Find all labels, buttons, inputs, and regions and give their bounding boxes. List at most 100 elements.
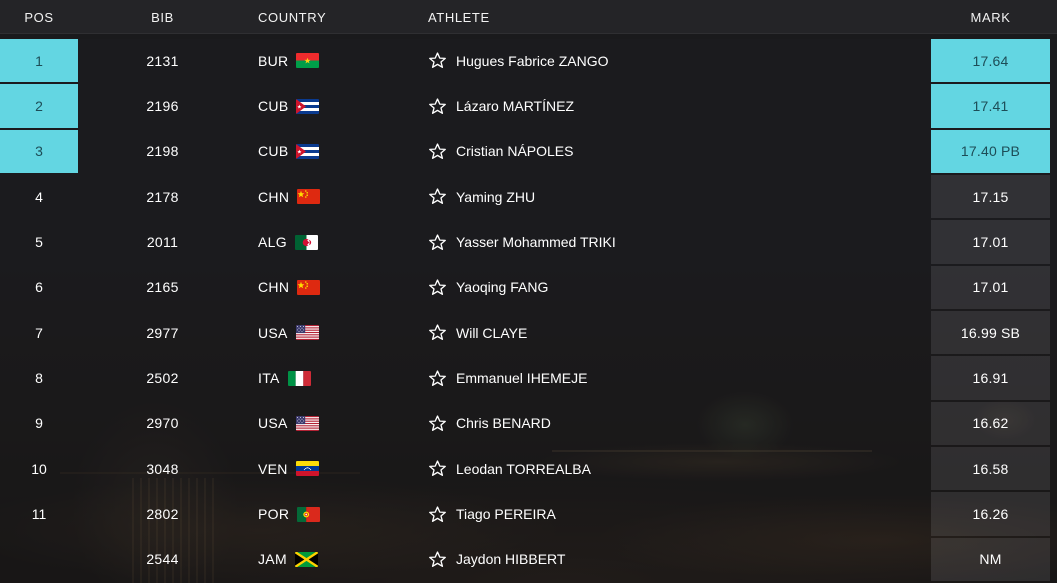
- header-country: COUNTRY: [258, 9, 327, 25]
- mark-cell: 16.99 SB: [931, 311, 1050, 355]
- star-outline-icon[interactable]: [428, 142, 447, 161]
- table-row[interactable]: 8 2502 ITA Emmanuel IHEMEJE 16.91: [0, 356, 1057, 402]
- athlete-cell: Leodan TORREALBA: [428, 447, 591, 490]
- bib-value: 2131: [146, 52, 179, 69]
- athlete-name[interactable]: Hugues Fabrice ZANGO: [456, 52, 609, 69]
- header-bib: BIB: [151, 9, 174, 25]
- pos-cell: 1: [0, 39, 78, 83]
- country-cell: BUR: [258, 39, 320, 82]
- table-row[interactable]: 7 2977 USA Will CLAYE 16.99 SB: [0, 311, 1057, 357]
- athlete-cell: Hugues Fabrice ZANGO: [428, 39, 609, 82]
- country-cell: ITA: [258, 356, 311, 399]
- pos-value: 7: [35, 324, 43, 341]
- country-cell: CUB: [258, 130, 320, 173]
- table-row[interactable]: 2544 JAM Jaydon HIBBERT NM: [0, 537, 1057, 583]
- bib-value: 2802: [146, 506, 179, 523]
- bib-cell: 2198: [110, 130, 215, 173]
- table-row[interactable]: 1 2131 BUR Hugues Fabrice ZANGO 17.64: [0, 39, 1057, 85]
- mark-value: 17.41: [972, 98, 1009, 115]
- flag-usa-icon: [295, 415, 319, 431]
- table-row[interactable]: 10 3048 VEN Leodan TORREALBA 16.58: [0, 447, 1057, 493]
- flag-por-icon: [297, 506, 321, 522]
- mark-cell: 16.91: [931, 356, 1050, 400]
- star-outline-icon[interactable]: [428, 51, 447, 70]
- bib-cell: 3048: [110, 447, 215, 490]
- athlete-cell: Cristian NÁPOLES: [428, 130, 573, 173]
- country-code: USA: [258, 324, 288, 341]
- pos-cell: 7: [0, 311, 78, 354]
- bib-value: 2178: [146, 188, 179, 205]
- bib-cell: 2131: [110, 39, 215, 82]
- mark-cell: 17.64: [931, 39, 1050, 83]
- table-row[interactable]: 11 2802 POR Tiago PEREIRA 16.26: [0, 492, 1057, 538]
- country-code: CHN: [258, 188, 290, 205]
- flag-cub-icon: [296, 143, 320, 159]
- athlete-cell: Chris BENARD: [428, 402, 551, 445]
- athlete-name[interactable]: Will CLAYE: [456, 324, 528, 341]
- flag-ven-icon: [295, 461, 319, 477]
- athlete-cell: Yasser Mohammed TRIKI: [428, 220, 616, 263]
- table-row[interactable]: 9 2970 USA Chris BENARD 16.62: [0, 401, 1057, 448]
- athlete-name[interactable]: Tiago PEREIRA: [456, 506, 556, 523]
- mark-cell: NM: [931, 537, 1050, 582]
- pos-value: 5: [35, 234, 43, 251]
- table-row[interactable]: 6 2165 CHN Yaoqing FANG 17.01: [0, 265, 1057, 312]
- pos-value: 6: [35, 279, 43, 296]
- star-outline-icon[interactable]: [428, 97, 447, 116]
- athlete-name[interactable]: Leodan TORREALBA: [456, 460, 591, 477]
- header-athlete: ATHLETE: [428, 9, 490, 25]
- mark-cell: 17.41: [931, 84, 1050, 128]
- star-outline-icon[interactable]: [428, 505, 447, 524]
- pos-value: 11: [31, 506, 47, 523]
- table-row[interactable]: 5 2011 ALG Yasser Mohammed TRIKI 17.01: [0, 220, 1057, 266]
- country-code: BUR: [258, 52, 289, 69]
- bib-cell: 2011: [110, 220, 215, 263]
- athlete-cell: Tiago PEREIRA: [428, 492, 556, 535]
- mark-value: 16.91: [972, 370, 1009, 387]
- bib-value: 2011: [146, 234, 179, 251]
- athlete-name[interactable]: Jaydon HIBBERT: [456, 551, 566, 568]
- athlete-name[interactable]: Chris BENARD: [456, 415, 551, 432]
- star-outline-icon[interactable]: [428, 323, 447, 342]
- table-row[interactable]: 4 2178 CHN Yaming ZHU 17.15: [0, 175, 1057, 221]
- country-code: USA: [258, 415, 288, 432]
- pos-value: 9: [35, 415, 43, 432]
- pos-cell: 11: [0, 492, 78, 535]
- table-row[interactable]: 2 2196 CUB Lázaro MARTÍNEZ 17.41: [0, 84, 1057, 130]
- pos-value: 3: [35, 143, 43, 160]
- pos-cell: 3: [0, 129, 78, 174]
- star-outline-icon[interactable]: [428, 369, 447, 388]
- country-code: CUB: [258, 143, 289, 160]
- bib-cell: 2165: [110, 266, 215, 309]
- athlete-name[interactable]: Yasser Mohammed TRIKI: [456, 234, 616, 251]
- star-outline-icon[interactable]: [428, 414, 447, 433]
- table-row[interactable]: 3 2198 CUB Cristian NÁPOLES 17.40 PB: [0, 129, 1057, 176]
- athlete-name[interactable]: Yaoqing FANG: [456, 279, 549, 296]
- star-outline-icon[interactable]: [428, 459, 447, 478]
- bib-value: 3048: [146, 460, 179, 477]
- mark-value: 17.40 PB: [960, 143, 1021, 160]
- pos-cell: 10: [0, 447, 78, 490]
- athlete-cell: Will CLAYE: [428, 311, 527, 354]
- country-cell: JAM: [258, 538, 318, 581]
- star-outline-icon[interactable]: [428, 187, 447, 206]
- athlete-name[interactable]: Emmanuel IHEMEJE: [456, 370, 588, 387]
- flag-bur-icon: [296, 53, 320, 69]
- mark-value: 17.64: [972, 52, 1009, 69]
- mark-cell: 16.62: [931, 401, 1050, 446]
- country-code: JAM: [258, 551, 287, 568]
- country-cell: USA: [258, 311, 319, 354]
- star-outline-icon[interactable]: [428, 233, 447, 252]
- bib-value: 2502: [146, 370, 179, 387]
- country-code: CHN: [258, 279, 290, 296]
- athlete-cell: Yaoqing FANG: [428, 266, 548, 309]
- star-outline-icon[interactable]: [428, 278, 447, 297]
- flag-usa-icon: [295, 325, 319, 341]
- country-cell: ALG: [258, 220, 318, 263]
- athlete-cell: Yaming ZHU: [428, 175, 535, 218]
- athlete-name[interactable]: Yaming ZHU: [456, 188, 536, 205]
- athlete-name[interactable]: Lázaro MARTÍNEZ: [456, 98, 574, 115]
- star-outline-icon[interactable]: [428, 550, 447, 569]
- athlete-name[interactable]: Cristian NÁPOLES: [456, 143, 574, 160]
- athlete-cell: Lázaro MARTÍNEZ: [428, 84, 574, 127]
